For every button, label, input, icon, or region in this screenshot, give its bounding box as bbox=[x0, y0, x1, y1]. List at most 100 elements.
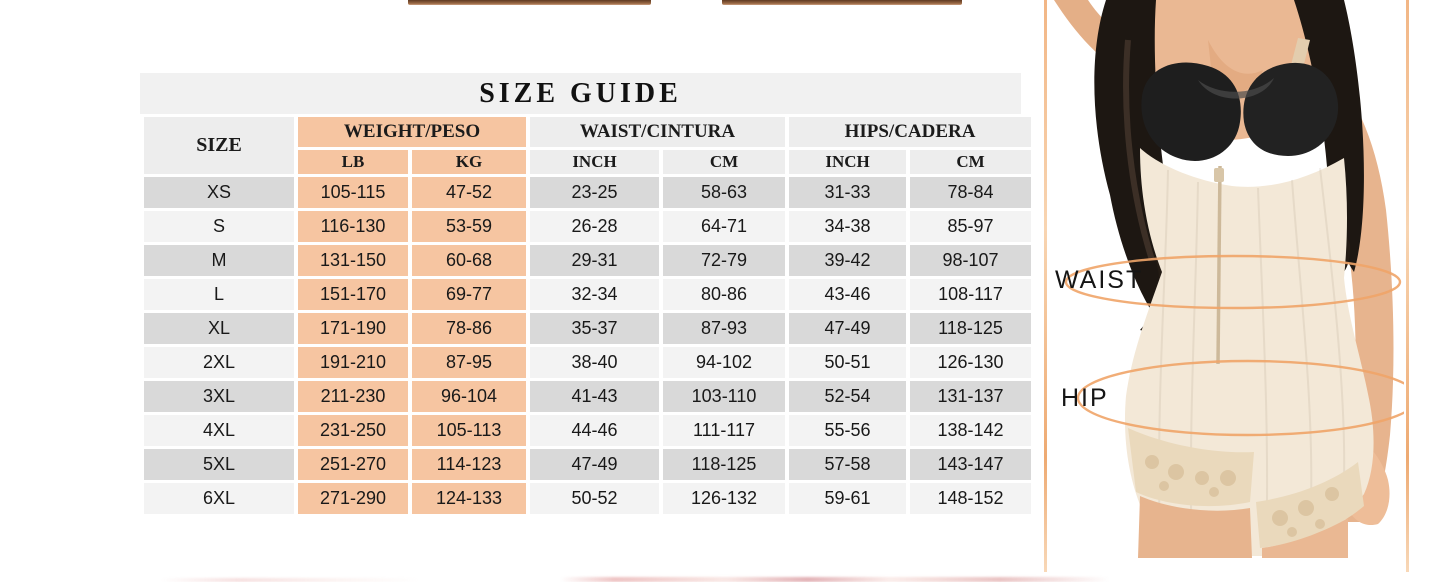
hip-label: HIP bbox=[1061, 384, 1109, 412]
arm-right bbox=[1320, 70, 1394, 522]
size-cell: 4XL bbox=[144, 415, 294, 446]
hips-cm-cell: 98-107 bbox=[910, 245, 1032, 276]
size-guide-table: SIZE WEIGHT/PESO WAIST/CINTURA HIPS/CADE… bbox=[140, 114, 1035, 517]
size-cell: M bbox=[144, 245, 294, 276]
table-row: 6XL 271-290 124-133 50-52 126-132 59-61 … bbox=[144, 483, 1032, 514]
size-cell: 6XL bbox=[144, 483, 294, 514]
unit-header-kg: KG bbox=[412, 150, 527, 174]
size-cell: S bbox=[144, 211, 294, 242]
page-title: SIZE GUIDE bbox=[140, 73, 1021, 114]
size-cell: XL bbox=[144, 313, 294, 344]
product-photo-panel: WAIST HIP bbox=[1041, 0, 1420, 582]
waist-inch-cell: 50-52 bbox=[530, 483, 660, 514]
weight-kg-cell: 69-77 bbox=[412, 279, 527, 310]
col-header-hips: HIPS/CADERA bbox=[789, 117, 1032, 147]
hips-inch-cell: 39-42 bbox=[789, 245, 907, 276]
col-header-waist: WAIST/CINTURA bbox=[530, 117, 786, 147]
waist-inch-cell: 44-46 bbox=[530, 415, 660, 446]
hips-inch-cell: 55-56 bbox=[789, 415, 907, 446]
hips-inch-cell: 43-46 bbox=[789, 279, 907, 310]
weight-kg-cell: 87-95 bbox=[412, 347, 527, 378]
waist-inch-cell: 26-28 bbox=[530, 211, 660, 242]
hips-cm-cell: 78-84 bbox=[910, 177, 1032, 208]
weight-lb-cell: 271-290 bbox=[298, 483, 408, 514]
waist-inch-cell: 32-34 bbox=[530, 279, 660, 310]
table-row: XL 171-190 78-86 35-37 87-93 47-49 118-1… bbox=[144, 313, 1032, 344]
bottom-crop-strip bbox=[560, 577, 1110, 582]
weight-lb-cell: 151-170 bbox=[298, 279, 408, 310]
weight-lb-cell: 251-270 bbox=[298, 449, 408, 480]
col-header-size: SIZE bbox=[144, 117, 294, 174]
top-crop-bar-right bbox=[722, 0, 962, 5]
waist-cm-cell: 111-117 bbox=[663, 415, 786, 446]
hips-inch-cell: 34-38 bbox=[789, 211, 907, 242]
size-cell: XS bbox=[144, 177, 294, 208]
table-row: 3XL 211-230 96-104 41-43 103-110 52-54 1… bbox=[144, 381, 1032, 412]
photo-frame-left-line bbox=[1044, 0, 1047, 572]
waist-inch-cell: 23-25 bbox=[530, 177, 660, 208]
unit-header-waist-cm: CM bbox=[663, 150, 786, 174]
table-row: 2XL 191-210 87-95 38-40 94-102 50-51 126… bbox=[144, 347, 1032, 378]
bottom-crop-strip-left bbox=[160, 578, 420, 582]
hips-cm-cell: 108-117 bbox=[910, 279, 1032, 310]
weight-lb-cell: 131-150 bbox=[298, 245, 408, 276]
waist-cm-cell: 58-63 bbox=[663, 177, 786, 208]
photo-frame-right-line bbox=[1406, 0, 1409, 572]
unit-header-waist-inch: INCH bbox=[530, 150, 660, 174]
zipper-pull bbox=[1214, 168, 1224, 182]
waist-measure-line bbox=[1064, 254, 1402, 310]
hips-inch-cell: 57-58 bbox=[789, 449, 907, 480]
hips-inch-cell: 50-51 bbox=[789, 347, 907, 378]
waist-cm-cell: 80-86 bbox=[663, 279, 786, 310]
hips-inch-cell: 59-61 bbox=[789, 483, 907, 514]
thigh-left bbox=[1138, 496, 1252, 558]
size-cell: 2XL bbox=[144, 347, 294, 378]
unit-header-hips-cm: CM bbox=[910, 150, 1032, 174]
table-row: M 131-150 60-68 29-31 72-79 39-42 98-107 bbox=[144, 245, 1032, 276]
hips-cm-cell: 131-137 bbox=[910, 381, 1032, 412]
waist-inch-cell: 35-37 bbox=[530, 313, 660, 344]
lace-trim-right bbox=[1256, 462, 1364, 548]
size-cell: L bbox=[144, 279, 294, 310]
hips-cm-cell: 126-130 bbox=[910, 347, 1032, 378]
unit-header-row: LB KG INCH CM INCH CM bbox=[144, 150, 1032, 174]
unit-header-hips-inch: INCH bbox=[789, 150, 907, 174]
bra-cup-left bbox=[1141, 62, 1241, 161]
weight-lb-cell: 191-210 bbox=[298, 347, 408, 378]
hips-cm-cell: 143-147 bbox=[910, 449, 1032, 480]
weight-kg-cell: 53-59 bbox=[412, 211, 527, 242]
col-header-weight: WEIGHT/PESO bbox=[298, 117, 527, 147]
hips-inch-cell: 47-49 bbox=[789, 313, 907, 344]
hips-cm-cell: 138-142 bbox=[910, 415, 1032, 446]
lace-trim-left bbox=[1128, 428, 1254, 507]
weight-lb-cell: 231-250 bbox=[298, 415, 408, 446]
weight-lb-cell: 211-230 bbox=[298, 381, 408, 412]
weight-lb-cell: 105-115 bbox=[298, 177, 408, 208]
waist-inch-cell: 38-40 bbox=[530, 347, 660, 378]
leg-right bbox=[1262, 518, 1348, 558]
waist-cm-cell: 87-93 bbox=[663, 313, 786, 344]
table-row: L 151-170 69-77 32-34 80-86 43-46 108-11… bbox=[144, 279, 1032, 310]
table-row: 4XL 231-250 105-113 44-46 111-117 55-56 … bbox=[144, 415, 1032, 446]
waist-label: WAIST bbox=[1055, 266, 1144, 294]
model-figure bbox=[1048, 0, 1420, 560]
weight-lb-cell: 116-130 bbox=[298, 211, 408, 242]
waist-cm-cell: 64-71 bbox=[663, 211, 786, 242]
group-header-row: SIZE WEIGHT/PESO WAIST/CINTURA HIPS/CADE… bbox=[144, 117, 1032, 174]
weight-kg-cell: 105-113 bbox=[412, 415, 527, 446]
hips-inch-cell: 52-54 bbox=[789, 381, 907, 412]
waist-cm-cell: 118-125 bbox=[663, 449, 786, 480]
size-cell: 5XL bbox=[144, 449, 294, 480]
waist-inch-cell: 29-31 bbox=[530, 245, 660, 276]
weight-kg-cell: 114-123 bbox=[412, 449, 527, 480]
hips-inch-cell: 31-33 bbox=[789, 177, 907, 208]
zipper-line bbox=[1216, 165, 1222, 365]
table-row: XS 105-115 47-52 23-25 58-63 31-33 78-84 bbox=[144, 177, 1032, 208]
weight-kg-cell: 124-133 bbox=[412, 483, 527, 514]
waist-inch-cell: 41-43 bbox=[530, 381, 660, 412]
hips-cm-cell: 148-152 bbox=[910, 483, 1032, 514]
weight-lb-cell: 171-190 bbox=[298, 313, 408, 344]
weight-kg-cell: 47-52 bbox=[412, 177, 527, 208]
unit-header-lb: LB bbox=[298, 150, 408, 174]
